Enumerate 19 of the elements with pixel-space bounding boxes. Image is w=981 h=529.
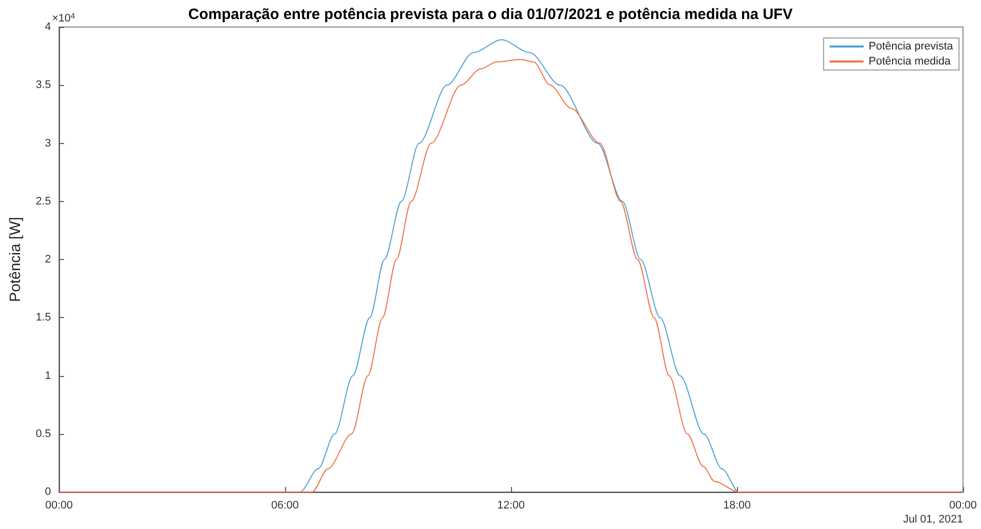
y-tick-label: 1.5 xyxy=(36,312,51,324)
chart-title: Comparação entre potência prevista para o dia 01/07/2021 e potência medida na UFV xyxy=(188,6,793,23)
x-tick-label: 12:00 xyxy=(497,500,525,512)
y-axis-title: Potência [W] xyxy=(7,216,24,302)
y-tick-label: 0 xyxy=(44,486,51,498)
y-tick-label: 2 xyxy=(44,254,51,266)
y-tick-label: 3 xyxy=(44,137,51,150)
x-tick-label: 00:00 xyxy=(949,500,977,512)
y-tick-label: 3.5 xyxy=(36,79,51,92)
legend-label: Potência prevista xyxy=(868,40,954,52)
x-tick-label: 06:00 xyxy=(271,500,299,512)
y-tick-label: 4 xyxy=(44,21,51,33)
y-tick-label: 2.5 xyxy=(36,195,51,208)
x-tick-label: 18:00 xyxy=(723,500,751,512)
y-tick-label: 0.5 xyxy=(36,428,51,440)
text: Jul 01, 2021 xyxy=(903,514,963,526)
y-tick-label: 1 xyxy=(44,370,51,382)
legend-label: Potência medida xyxy=(868,56,952,68)
x-tick-label: 00:00 xyxy=(45,500,73,512)
